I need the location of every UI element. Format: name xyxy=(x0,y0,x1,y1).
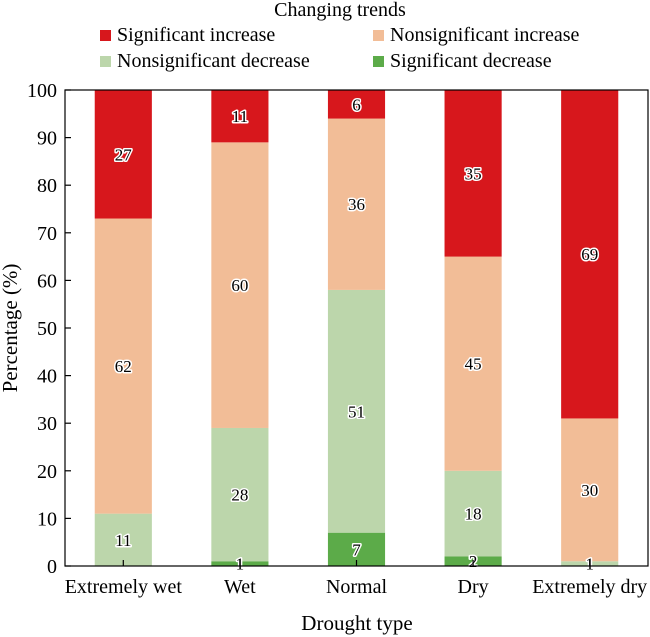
x-axis: Extremely wet Wet Normal Dry Extremely dry xyxy=(65,560,647,598)
data-label: 35 xyxy=(465,164,482,183)
bar-segment xyxy=(444,90,502,257)
bar-segment xyxy=(94,90,152,219)
x-tick-label: Dry xyxy=(458,576,489,598)
data-label: 36 xyxy=(348,195,365,214)
y-tick-label: 80 xyxy=(37,175,57,197)
y-tick-label: 10 xyxy=(37,508,57,530)
data-label: 11 xyxy=(232,107,248,126)
x-tick-label: Normal xyxy=(326,576,388,598)
legend-label: Significant decrease xyxy=(390,50,552,72)
data-label: 51 xyxy=(348,402,365,421)
bar-segment xyxy=(444,470,502,557)
y-tick-label: 0 xyxy=(47,556,57,578)
x-tick-label: Extremely wet xyxy=(65,576,183,598)
x-axis-title: Drought type xyxy=(301,611,412,635)
y-tick-label: 40 xyxy=(37,366,57,388)
bar-segment xyxy=(211,142,269,428)
bar-segment xyxy=(327,289,386,533)
y-tick-label: 60 xyxy=(37,270,57,292)
y-tick-label: 90 xyxy=(37,128,57,150)
data-label: 11 xyxy=(115,531,131,550)
bar-segment xyxy=(561,418,619,562)
legend-swatch xyxy=(100,30,111,41)
data-label: 45 xyxy=(465,355,482,374)
legend: Changing trends Significant increase Nons… xyxy=(100,0,579,72)
data-label: 6 xyxy=(352,95,361,114)
bars-group xyxy=(94,90,619,566)
bar-segment xyxy=(211,90,269,143)
y-axis: 0 10 20 30 40 50 60 70 80 90 100 xyxy=(27,80,71,578)
bar-segment xyxy=(211,427,269,562)
data-label: 30 xyxy=(581,481,598,500)
y-tick-label: 100 xyxy=(27,80,57,102)
legend-swatch xyxy=(100,56,111,67)
bar-segment xyxy=(94,513,152,566)
legend-title: Changing trends xyxy=(274,0,406,21)
legend-swatch xyxy=(373,56,384,67)
data-label: 18 xyxy=(465,505,482,524)
bar-segment xyxy=(327,118,386,290)
legend-label: Nonsignificant increase xyxy=(390,24,579,46)
bar-segment xyxy=(444,256,502,471)
data-label: 69 xyxy=(581,245,598,264)
x-tick-label: Extremely dry xyxy=(532,576,647,598)
data-label: 62 xyxy=(115,357,132,376)
y-tick-label: 30 xyxy=(37,413,57,435)
legend-swatch xyxy=(373,30,384,41)
x-tick-label: Wet xyxy=(224,576,256,598)
legend-label: Nonsignificant decrease xyxy=(117,50,310,72)
bar-segment xyxy=(561,90,619,419)
y-axis-title: Percentage (%) xyxy=(0,264,22,393)
y-tick-label: 20 xyxy=(37,461,57,483)
legend-label: Significant increase xyxy=(117,24,275,46)
data-label: 7 xyxy=(352,540,361,559)
y-tick-label: 50 xyxy=(37,318,57,340)
data-label: 28 xyxy=(231,486,248,505)
bar-segment xyxy=(94,218,152,514)
bar-segment xyxy=(327,90,386,119)
data-label: 60 xyxy=(231,276,248,295)
data-label: 27 xyxy=(115,145,133,164)
y-tick-label: 70 xyxy=(37,223,57,245)
